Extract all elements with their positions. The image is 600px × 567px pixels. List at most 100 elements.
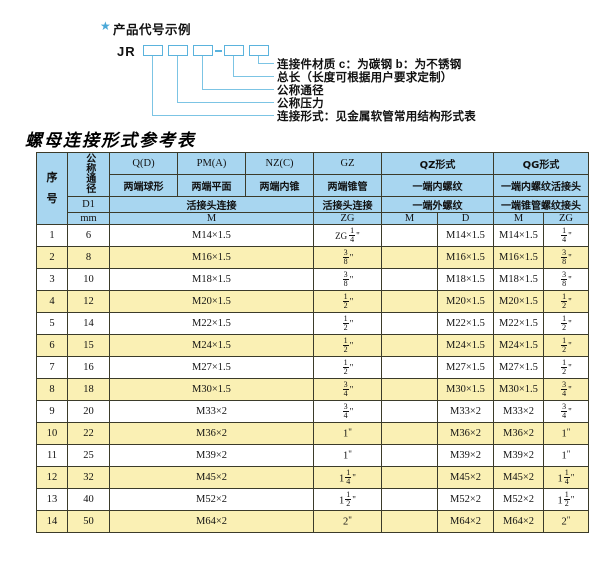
cell-qz-d: M18×1.5 <box>437 268 494 291</box>
header-code-pma: PM(A) <box>177 152 246 175</box>
table-body: 1 6 M14×1.5 ZG 1 4 " M14×1.5 M14×1.5 1 4 " 2 8 M16×1.5… <box>36 224 589 533</box>
cell-qz-m <box>381 224 438 247</box>
cell-qz-m <box>381 444 438 467</box>
cell-qg-zg: 1 2 " <box>543 312 589 335</box>
cell-qz-m <box>381 334 438 357</box>
cell-bore: 6 <box>67 224 110 247</box>
cell-qz-m <box>381 356 438 379</box>
cell-qz-m <box>381 268 438 291</box>
cell-qg-m: M45×2 <box>493 466 544 489</box>
table-row: 9 20 M33×2 3 4 " M33×2 M33×2 3 4 " <box>36 400 589 423</box>
header-desc-qz: 一端内螺纹 <box>381 174 494 197</box>
leader-line-pressure-h <box>177 102 274 104</box>
cell-qg-zg: 3 4 " <box>543 378 589 401</box>
code-box-4 <box>224 45 244 56</box>
table-row: 8 18 M30×1.5 3 4 " M30×1.5 M30×1.5 3 4 " <box>36 378 589 401</box>
cell-gz: 3 8 " <box>313 246 382 269</box>
leader-line-pressure-v <box>177 56 179 103</box>
cell-qg-zg: 3 8 " <box>543 268 589 291</box>
header-row-codes: 序 号 公称通径 Q(D) PM(A) NZ(C) GZ QZ形式 QG形式 <box>36 152 589 225</box>
table-row: 3 10 M18×1.5 3 8 " M18×1.5 M18×1.5 3 8 " <box>36 268 589 291</box>
cell-qg-m: M24×1.5 <box>493 334 544 357</box>
legend-annotation-material: 连接件材质 c：为碳钢 b：为不锈钢 <box>277 59 462 71</box>
cell-qg-m: M39×2 <box>493 444 544 467</box>
code-box-5 <box>249 45 269 56</box>
header-desc2-gz: 活接头连接 <box>313 196 382 213</box>
cell-m: M27×1.5 <box>109 356 314 379</box>
cell-qz-m <box>381 246 438 269</box>
cell-gz: 3 4 " <box>313 378 382 401</box>
cell-qg-zg: 1 2 " <box>543 334 589 357</box>
legend-annotation-conntype: 连接形式：见金属软管常用结构形式表 <box>277 111 476 123</box>
cell-qz-d: M20×1.5 <box>437 290 494 313</box>
product-code-legend-title: 产品代号示例 <box>113 23 192 37</box>
cell-bore: 12 <box>67 290 110 313</box>
header-desc-nzc: 两端内锥 <box>245 174 314 197</box>
cell-bore: 16 <box>67 356 110 379</box>
header-unit-zg: ZG <box>313 212 382 225</box>
cell-qg-zg: 1" <box>543 422 589 445</box>
table-row: 1 6 M14×1.5 ZG 1 4 " M14×1.5 M14×1.5 1 4 " <box>36 224 589 247</box>
cell-qz-d: M36×2 <box>437 422 494 445</box>
cell-qz-d: M52×2 <box>437 488 494 511</box>
table-row: 13 40 M52×2 1 1 2 " M52×2 M52×2 1 1 2 " <box>36 488 589 511</box>
header-seq-line1: 序 <box>46 170 58 184</box>
header-code-qg: QG形式 <box>493 152 589 175</box>
cell-qg-m: M30×1.5 <box>493 378 544 401</box>
cell-qz-m <box>381 312 438 335</box>
cell-seq: 3 <box>36 268 68 291</box>
cell-m: M64×2 <box>109 510 314 533</box>
cell-gz: 1 2 " <box>313 290 382 313</box>
header-seq-line2: 号 <box>46 191 58 205</box>
legend-annotation-pressure: 公称压力 <box>277 98 324 110</box>
cell-bore: 25 <box>67 444 110 467</box>
leader-line-bore-h <box>202 89 274 91</box>
code-box-2 <box>168 45 188 56</box>
header-desc2-qz: 一端外螺纹 <box>381 196 494 213</box>
cell-qz-m <box>381 422 438 445</box>
header-unit-qg-zg: ZG <box>543 212 589 225</box>
cell-gz: 1 2 " <box>313 312 382 335</box>
header-bore-d1: D1 <box>67 196 110 213</box>
cell-gz: 1 2 " <box>313 334 382 357</box>
cell-m: M24×1.5 <box>109 334 314 357</box>
product-code-legend: ★ 产品代号示例 JR 连接件材质 c：为碳钢 b：为不锈钢 总长（长度可根据用… <box>0 0 600 128</box>
cell-seq: 7 <box>36 356 68 379</box>
header-unit-qz-d: D <box>437 212 494 225</box>
cell-seq: 11 <box>36 444 68 467</box>
cell-seq: 10 <box>36 422 68 445</box>
cell-qz-d: M45×2 <box>437 466 494 489</box>
cell-qz-m <box>381 378 438 401</box>
cell-qz-d: M14×1.5 <box>437 224 494 247</box>
cell-m: M16×1.5 <box>109 246 314 269</box>
cell-bore: 40 <box>67 488 110 511</box>
nut-connection-reference-table: 序 号 公称通径 Q(D) PM(A) NZ(C) GZ QZ形式 QG形式 两… <box>36 152 589 533</box>
cell-bore: 20 <box>67 400 110 423</box>
cell-m: M22×1.5 <box>109 312 314 335</box>
cell-bore: 50 <box>67 510 110 533</box>
cell-qz-m <box>381 290 438 313</box>
cell-bore: 32 <box>67 466 110 489</box>
cell-seq: 2 <box>36 246 68 269</box>
header-unit-qg-m: M <box>493 212 544 225</box>
cell-m: M30×1.5 <box>109 378 314 401</box>
header-code-qz: QZ形式 <box>381 152 494 175</box>
cell-m: M45×2 <box>109 466 314 489</box>
cell-qg-m: M16×1.5 <box>493 246 544 269</box>
header-code-nzc: NZ(C) <box>245 152 314 175</box>
header-code-qd: Q(D) <box>109 152 178 175</box>
cell-gz: 1 1 4 " <box>313 466 382 489</box>
cell-qg-zg: 1 2 " <box>543 290 589 313</box>
cell-seq: 4 <box>36 290 68 313</box>
code-box-3 <box>193 45 213 56</box>
cell-qz-d: M27×1.5 <box>437 356 494 379</box>
cell-qg-m: M52×2 <box>493 488 544 511</box>
header-row-desc2: D1 活接头连接 活接头连接 一端外螺纹 一端锥管螺纹接头 <box>37 196 589 213</box>
header-unit-qz-m: M <box>381 212 438 225</box>
cell-qg-m: M14×1.5 <box>493 224 544 247</box>
table-row: 7 16 M27×1.5 1 2 " M27×1.5 M27×1.5 1 2 " <box>36 356 589 379</box>
cell-m: M14×1.5 <box>109 224 314 247</box>
cell-seq: 9 <box>36 400 68 423</box>
cell-qz-m <box>381 466 438 489</box>
cell-m: M52×2 <box>109 488 314 511</box>
